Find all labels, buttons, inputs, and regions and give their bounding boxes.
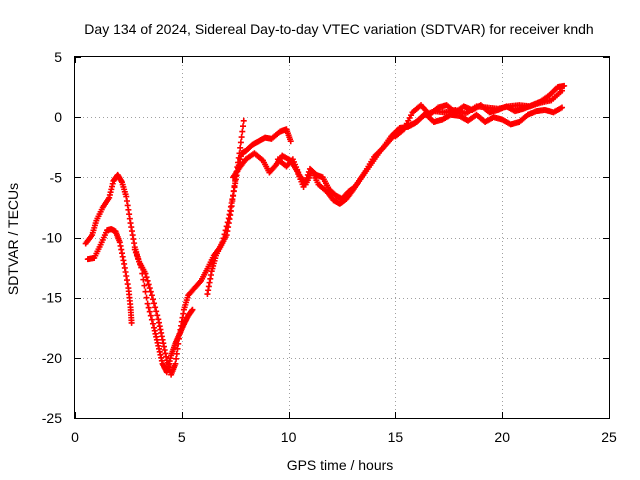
y-tick-label: -5: [50, 169, 63, 185]
plot-frame: [74, 56, 610, 419]
data-point: [143, 294, 150, 301]
data-point: [153, 308, 160, 315]
y-tick-label: -15: [42, 290, 62, 306]
series-trace-c: [131, 246, 196, 376]
data-point: [131, 246, 138, 253]
data-point: [559, 104, 566, 111]
series-trace-g: [392, 82, 568, 140]
data-point: [141, 282, 148, 289]
data-point: [140, 276, 147, 283]
x-tick-label: 25: [601, 429, 617, 445]
data-point: [223, 223, 230, 230]
data-point: [189, 306, 196, 313]
data-point: [149, 320, 156, 327]
chart-title: Day 134 of 2024, Sidereal Day-to-day VTE…: [84, 21, 593, 37]
data-point: [240, 117, 247, 124]
data-point: [138, 264, 145, 271]
data-point: [239, 128, 246, 135]
data-point: [237, 139, 244, 146]
data-point: [149, 296, 156, 303]
data-point: [219, 239, 226, 246]
data-point: [561, 82, 568, 89]
data-point: [146, 308, 153, 315]
data-point: [137, 261, 144, 268]
y-tick-label: 5: [54, 49, 62, 65]
y-axis-label: SDTVAR / TECUs: [5, 183, 21, 295]
data-point: [142, 288, 149, 295]
data-point: [240, 123, 247, 130]
data-point: [224, 219, 231, 226]
data-points: [82, 82, 568, 378]
x-tick-label: 10: [281, 429, 297, 445]
data-point: [139, 270, 146, 277]
data-point: [151, 300, 158, 307]
data-point: [145, 304, 152, 311]
y-tick-label: 0: [54, 109, 62, 125]
data-point: [287, 138, 294, 145]
x-tick-label: 0: [71, 429, 79, 445]
data-point: [144, 300, 151, 307]
series-trace-d: [204, 126, 294, 298]
data-point: [154, 312, 161, 319]
data-point: [145, 281, 152, 288]
data-point: [172, 360, 179, 367]
data-point: [148, 316, 155, 323]
data-point: [132, 249, 139, 256]
y-tick-label: -25: [42, 410, 62, 426]
x-tick-label: 15: [388, 429, 404, 445]
data-point: [220, 235, 227, 242]
data-point: [238, 134, 245, 141]
x-tick-label: 5: [178, 429, 186, 445]
data-point: [173, 355, 180, 362]
axis-ticks: 0 5 10 15 20 25 -25 -20 -15 -10 -5 0 5: [42, 49, 617, 445]
data-point: [147, 288, 154, 295]
data-point: [148, 292, 155, 299]
data-point: [143, 274, 150, 281]
data-point: [144, 277, 151, 284]
x-axis-label: GPS time / hours: [287, 457, 394, 473]
data-point: [135, 255, 142, 262]
data-point: [237, 144, 244, 151]
data-point: [136, 258, 143, 265]
y-tick-label: -10: [42, 230, 62, 246]
data-point: [221, 231, 228, 238]
y-tick-label: -20: [42, 350, 62, 366]
data-point: [146, 285, 153, 292]
data-point: [147, 312, 154, 319]
data-point: [152, 304, 159, 311]
x-tick-label: 20: [494, 429, 510, 445]
data-point: [128, 319, 135, 326]
series-trace-b: [84, 226, 135, 326]
data-point: [133, 252, 140, 259]
series-trace-f: [274, 104, 566, 207]
data-point: [222, 227, 229, 234]
